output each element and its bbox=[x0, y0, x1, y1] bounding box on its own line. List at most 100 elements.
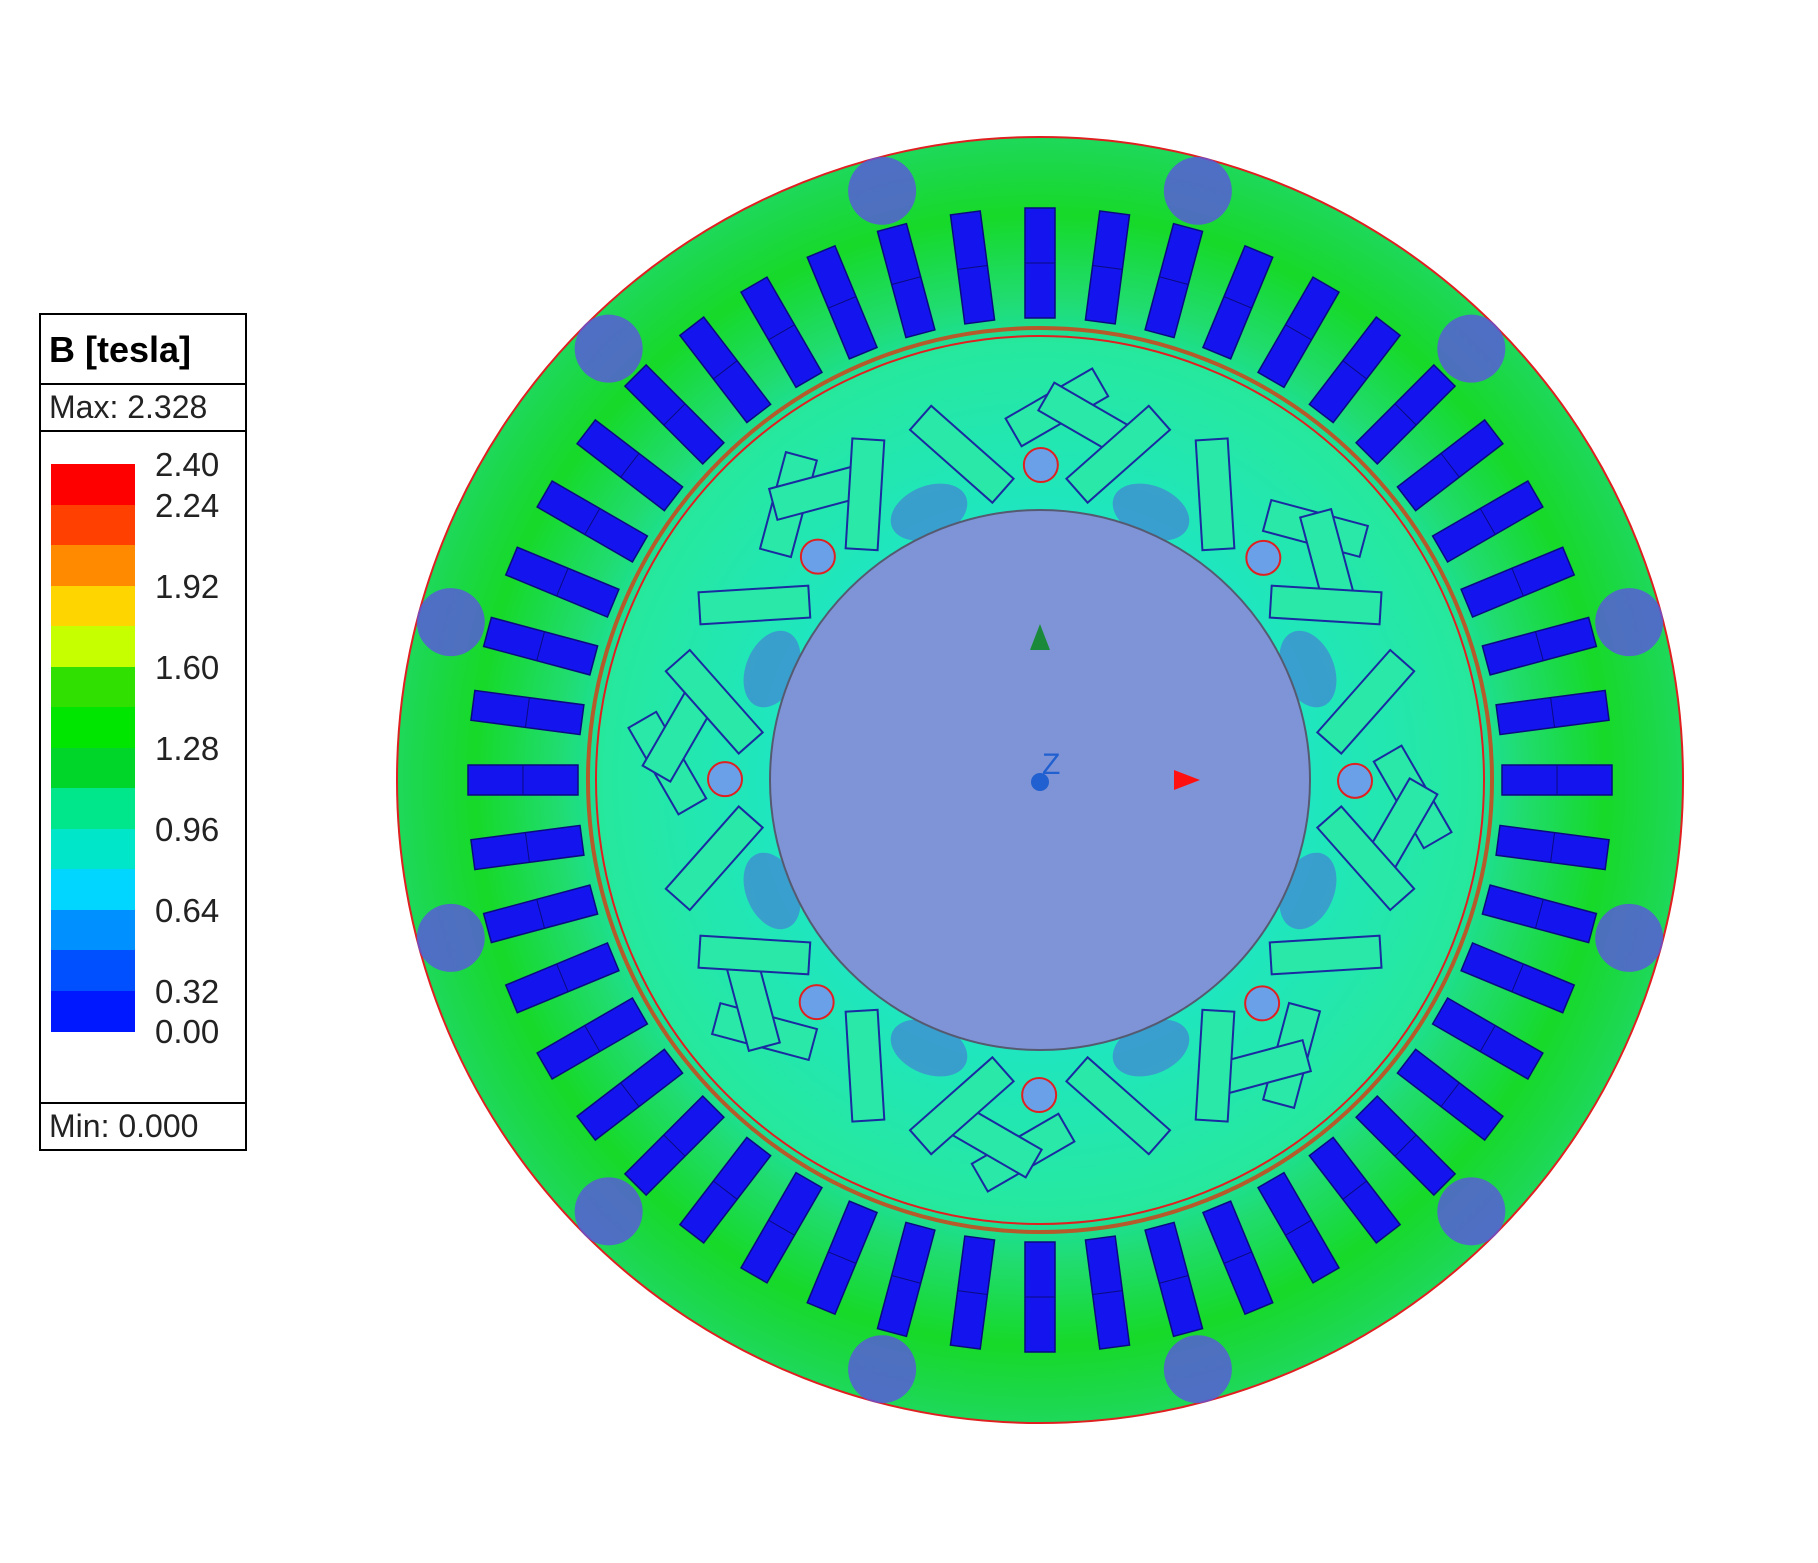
legend-color-scale: 2.40 2.24 1.92 1.60 1.28 0.96 0.64 0.32 0.00 bbox=[41, 432, 245, 1102]
low-field-region bbox=[1163, 156, 1232, 225]
coil-divider bbox=[957, 1290, 988, 1296]
permanent-magnet bbox=[1268, 934, 1383, 976]
stator-slot bbox=[576, 418, 684, 512]
air-gap-outer bbox=[586, 326, 1494, 1234]
rotor-magnet-group bbox=[697, 584, 812, 626]
low-field-region bbox=[574, 1177, 643, 1246]
coil-divider bbox=[1285, 1219, 1312, 1236]
stator-slot bbox=[1355, 1095, 1457, 1197]
coil-divider bbox=[828, 1251, 857, 1264]
motor-cross-section[interactable]: Z bbox=[280, 20, 1800, 1540]
stator-slot bbox=[623, 363, 725, 465]
coil-divider bbox=[524, 697, 530, 728]
low-field-region bbox=[848, 1335, 917, 1404]
low-field-region bbox=[416, 903, 485, 972]
rotor-cooling-hole bbox=[798, 984, 835, 1021]
coil-divider bbox=[828, 296, 857, 309]
stator-slot bbox=[482, 616, 599, 676]
permanent-magnet bbox=[1194, 437, 1236, 552]
z-axis-origin bbox=[1031, 773, 1049, 791]
permanent-magnet bbox=[1194, 1008, 1236, 1123]
legend-swatch bbox=[51, 828, 135, 870]
y-axis-arrow bbox=[1030, 624, 1050, 650]
rotor-magnet-group bbox=[1315, 804, 1416, 912]
legend-swatch bbox=[51, 869, 135, 910]
coil-divider bbox=[584, 1025, 601, 1052]
legend-tick-label: 0.32 bbox=[155, 972, 220, 1010]
motor-field-plot[interactable]: Z bbox=[280, 20, 1800, 1545]
coil-divider bbox=[1394, 403, 1417, 426]
legend-swatch bbox=[51, 504, 135, 546]
coil-divider bbox=[1285, 324, 1312, 341]
stator-slot bbox=[1201, 1200, 1274, 1316]
legend-swatch bbox=[51, 990, 135, 1032]
rotor-magnet-group bbox=[664, 648, 765, 756]
legend-tick-label: 0.96 bbox=[155, 810, 220, 848]
rotor-magnet-group bbox=[1194, 1008, 1236, 1123]
coil-divider bbox=[584, 508, 601, 535]
coil-divider bbox=[556, 568, 569, 597]
coil-divider bbox=[768, 1219, 795, 1236]
legend-swatch bbox=[51, 464, 135, 505]
low-field-region bbox=[1595, 903, 1664, 972]
stator-slot bbox=[1256, 1171, 1341, 1284]
rotor-cooling-hole bbox=[707, 761, 744, 798]
legend-title: B [tesla] bbox=[41, 315, 245, 385]
coil-divider bbox=[663, 403, 686, 426]
coil-divider bbox=[1440, 453, 1460, 478]
stator-slot bbox=[1355, 363, 1457, 465]
stator-slot bbox=[470, 824, 585, 871]
stator-slot bbox=[678, 316, 772, 424]
coil-divider bbox=[1159, 276, 1189, 285]
rotor-magnet-group bbox=[1064, 404, 1172, 505]
stator-slot bbox=[1256, 276, 1341, 389]
permanent-magnet bbox=[697, 934, 812, 976]
stator-slot bbox=[1460, 941, 1576, 1014]
coil-divider bbox=[1535, 631, 1544, 661]
legend-tick-label: 2.40 bbox=[155, 446, 220, 483]
coil-divider bbox=[1550, 697, 1556, 728]
x-axis-arrow bbox=[1174, 770, 1200, 790]
rotor-cooling-hole bbox=[1245, 539, 1282, 576]
stator-slot bbox=[739, 1171, 824, 1284]
stator-slot bbox=[949, 1235, 996, 1350]
coil-divider bbox=[1223, 1251, 1252, 1264]
stator-slot bbox=[678, 1136, 772, 1244]
coil-divider bbox=[1394, 1134, 1417, 1157]
stator-slot bbox=[467, 764, 579, 796]
coil-divider bbox=[620, 1082, 640, 1107]
permanent-magnet bbox=[1064, 1055, 1172, 1156]
low-field-region bbox=[1163, 1335, 1232, 1404]
stator-slot bbox=[1481, 884, 1598, 944]
legend-min-value: Min: 0.000 bbox=[41, 1102, 245, 1149]
rotor-magnet-group bbox=[1064, 1055, 1172, 1156]
coil-divider bbox=[1511, 963, 1524, 992]
coil-divider bbox=[1159, 1275, 1189, 1284]
coil-divider bbox=[663, 1134, 686, 1157]
legend-swatch bbox=[51, 909, 135, 951]
stator-slot bbox=[876, 222, 936, 339]
coil-divider bbox=[536, 631, 545, 661]
stator-slot bbox=[806, 244, 879, 360]
coil-divider bbox=[620, 453, 640, 478]
stator-slot bbox=[1308, 1136, 1402, 1244]
low-field-region bbox=[848, 156, 917, 225]
rotor-cooling-hole bbox=[1336, 762, 1373, 799]
low-field-region bbox=[416, 588, 485, 657]
legend-swatch bbox=[51, 545, 135, 586]
low-field-region bbox=[1437, 314, 1506, 383]
legend-swatch bbox=[51, 950, 135, 991]
permanent-magnet bbox=[1268, 584, 1383, 626]
coil-divider bbox=[1535, 899, 1544, 929]
stator-slot bbox=[504, 941, 620, 1014]
permanent-magnet bbox=[844, 437, 886, 552]
legend-tick-label: 1.92 bbox=[155, 567, 220, 605]
stator-slot bbox=[1495, 824, 1610, 871]
rotor-cooling-hole bbox=[799, 538, 836, 575]
legend-swatch bbox=[51, 626, 135, 667]
coil-divider bbox=[1550, 832, 1556, 863]
legend-tick-label: 2.24 bbox=[155, 486, 220, 524]
rotor-magnet-group bbox=[664, 804, 765, 912]
stator-slot bbox=[1396, 418, 1504, 512]
coil-divider bbox=[536, 899, 545, 929]
